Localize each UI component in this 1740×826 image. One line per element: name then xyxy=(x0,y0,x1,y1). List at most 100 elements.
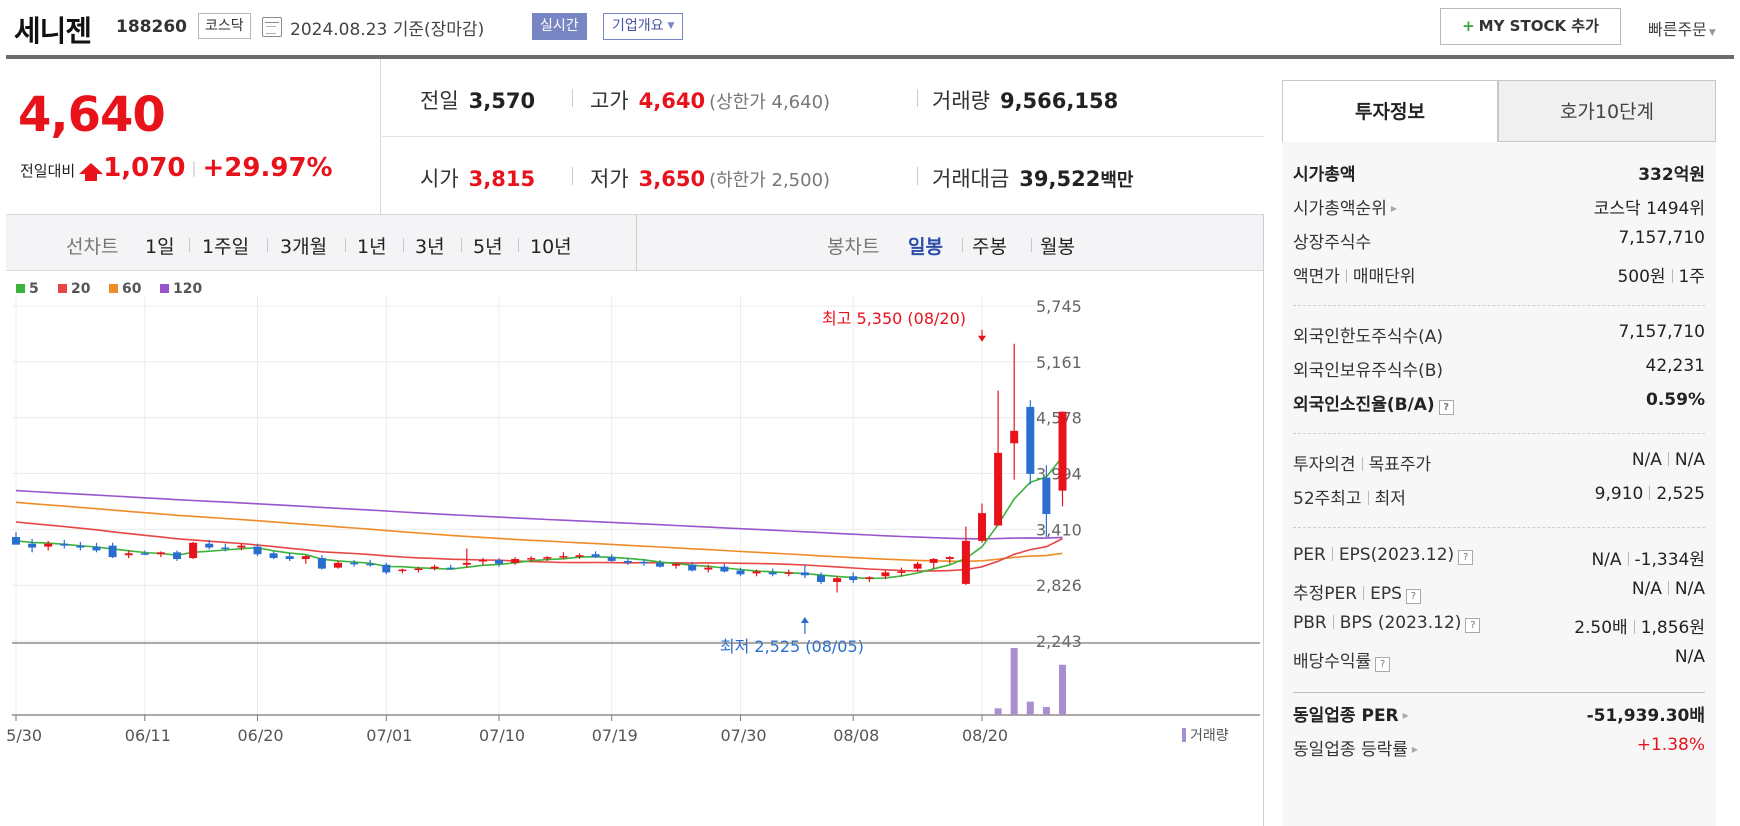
stat-prev-value: 3,570 xyxy=(468,89,536,113)
value-text: 500원 xyxy=(1617,267,1666,287)
period-weekly[interactable]: 주봉 xyxy=(972,236,1007,258)
period-1y[interactable]: 1년 xyxy=(357,236,387,258)
realtime-badge[interactable]: 실시간 xyxy=(532,13,587,40)
ma20-line xyxy=(15,521,1063,572)
row-market-cap-rank[interactable]: 시가총액순위 ▶ 코스닥 1494위 xyxy=(1293,194,1705,224)
label-text: BPS (2023.12) xyxy=(1339,613,1462,633)
change-percent: +29.97% xyxy=(202,153,333,183)
divider xyxy=(345,238,346,252)
row-listed-shares: 상장주식수 7,157,710 xyxy=(1293,228,1705,258)
candle-body xyxy=(672,563,681,566)
period-daily[interactable]: 일봉 xyxy=(908,236,943,258)
chart-border xyxy=(1263,215,1264,826)
candle-body xyxy=(849,576,858,581)
change-label: 전일대비 xyxy=(20,162,76,180)
candle-body xyxy=(897,571,906,573)
period-1d[interactable]: 1일 xyxy=(145,236,175,258)
separator xyxy=(1331,547,1333,561)
row-industry-per[interactable]: 동일업종 PER ▶ -51,939.30배 xyxy=(1293,701,1705,731)
period-10y[interactable]: 10년 xyxy=(530,236,572,258)
candle-body xyxy=(865,577,874,579)
candle-body xyxy=(44,543,53,547)
candle-body xyxy=(221,547,230,550)
period-1w[interactable]: 1주일 xyxy=(202,236,250,258)
candle-body xyxy=(108,545,117,558)
label: 외국인소진율(B/A)? xyxy=(1293,390,1454,415)
label-text: 동일업종 PER xyxy=(1293,706,1399,726)
candle-body xyxy=(559,556,568,558)
candle-body xyxy=(430,566,439,569)
quick-order-menu[interactable]: 빠른주문 ▼ xyxy=(1648,16,1716,40)
value-text: 9,910 xyxy=(1594,484,1644,504)
row-par-value: 액면가 매매단위 500원 1주 xyxy=(1293,262,1705,292)
company-overview-button[interactable]: 기업개요 ▼ xyxy=(603,13,684,40)
candle-body xyxy=(639,561,648,564)
candle-body xyxy=(736,570,745,575)
divider xyxy=(1293,433,1705,434)
help-icon[interactable]: ? xyxy=(1458,550,1474,565)
period-monthly[interactable]: 월봉 xyxy=(1040,236,1075,258)
label-text: PER xyxy=(1293,545,1326,565)
value-text: 2,525 xyxy=(1656,484,1705,504)
upper-limit: (상한가 4,640) xyxy=(709,92,831,113)
divider xyxy=(572,167,573,185)
period-3y[interactable]: 3년 xyxy=(415,236,445,258)
candle-body xyxy=(446,567,455,570)
candle-body xyxy=(543,557,552,559)
candle-body xyxy=(1010,430,1019,444)
candle-body xyxy=(945,557,954,560)
row-industry-rate[interactable]: 동일업종 등락률 ▶ +1.38% xyxy=(1293,735,1705,765)
current-price: 4,640 xyxy=(18,87,166,143)
divider xyxy=(267,238,268,252)
candle-body xyxy=(688,564,697,571)
divider xyxy=(572,89,573,107)
x-tick-label: 07/10 xyxy=(479,726,525,745)
value: N/A N/A xyxy=(1632,450,1705,470)
candle-body xyxy=(173,552,181,560)
candle-body xyxy=(237,545,246,548)
help-icon[interactable]: ? xyxy=(1465,618,1481,633)
value-text: N/A xyxy=(1591,550,1622,570)
separator xyxy=(1363,586,1365,600)
value: N/A xyxy=(1674,647,1705,667)
candle-body xyxy=(881,572,890,577)
period-3m[interactable]: 3개월 xyxy=(280,236,328,258)
row-foreign-rate: 외국인소진율(B/A)? 0.59% xyxy=(1293,390,1705,420)
label-text: 동일업종 등락률 xyxy=(1293,740,1408,760)
stat-high: 고가 4,640 (상한가 4,640) xyxy=(590,85,830,115)
tab-investment-info[interactable]: 투자정보 xyxy=(1282,80,1498,142)
stock-chart[interactable]: 2,2432,8263,4103,9944,5785,1615,74552060… xyxy=(0,271,1264,826)
period-5y[interactable]: 5년 xyxy=(473,236,503,258)
min-price-annotation: 최저 2,525 (08/05) xyxy=(720,637,864,656)
stat-low-label: 저가 xyxy=(590,167,629,191)
value: 332억원 xyxy=(1638,165,1705,185)
candle-body xyxy=(76,545,85,548)
volume-bar xyxy=(1059,664,1066,715)
chart-period-bar: 선차트 1일 1주일 3개월 1년 3년 5년 10년 봉차트 일봉 주봉 월봉 xyxy=(6,215,1264,271)
stat-prev: 전일 3,570 xyxy=(420,85,535,115)
label: 추정PER EPS? xyxy=(1293,579,1421,604)
legend-swatch xyxy=(160,284,169,293)
legend-swatch xyxy=(58,284,67,293)
tab-orderbook[interactable]: 호가10단계 xyxy=(1498,80,1716,142)
x-tick-label: 07/30 xyxy=(721,726,767,745)
legend-swatch xyxy=(16,284,25,293)
help-icon[interactable]: ? xyxy=(1375,657,1391,672)
candle-body xyxy=(140,553,149,555)
label: 동일업종 PER ▶ xyxy=(1293,701,1409,726)
help-icon[interactable]: ? xyxy=(1438,400,1454,415)
price-change: 전일대비 1,070 | +29.97% xyxy=(20,153,333,183)
label-text: 액면가 xyxy=(1293,267,1340,287)
stat-volume-value: 9,566,158 xyxy=(999,89,1119,113)
candle-body xyxy=(913,563,922,569)
quick-order-label: 빠른주문 xyxy=(1648,20,1707,39)
volume-bar xyxy=(1010,648,1018,715)
candle-chart-label: 봉차트 xyxy=(827,236,880,258)
stat-high-label: 고가 xyxy=(590,89,629,113)
value: 2.50배 1,856원 xyxy=(1574,613,1705,638)
volume-bar xyxy=(1026,701,1034,715)
add-mystock-button[interactable]: + MY STOCK 추가 xyxy=(1440,8,1621,45)
chevron-right-icon: ▶ xyxy=(1411,745,1419,754)
ma60-line xyxy=(15,501,1063,563)
help-icon[interactable]: ? xyxy=(1405,589,1421,604)
